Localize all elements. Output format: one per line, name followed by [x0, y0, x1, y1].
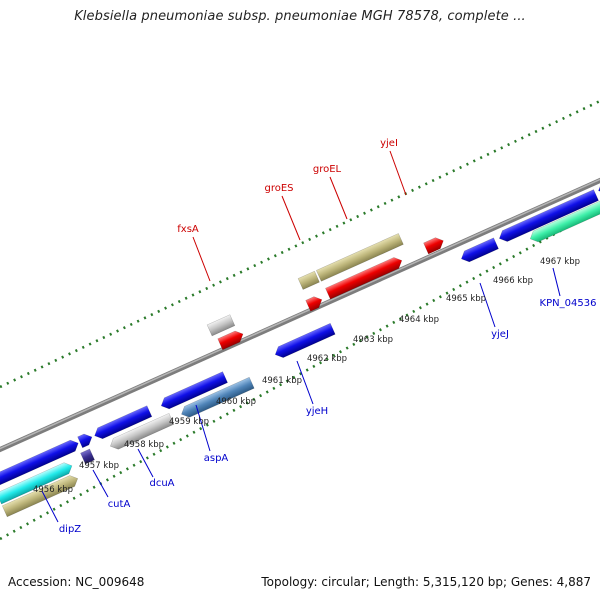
- kbp-tick-label: 4962 kbp: [307, 354, 347, 364]
- label-groEL-line: [330, 177, 347, 219]
- label-yjeJ: yjeJ: [491, 329, 509, 340]
- kbp-tick-label: 4956 kbp: [33, 485, 73, 495]
- label-yjeI: yjeI: [380, 138, 398, 149]
- genome-backbone: [0, 176, 600, 454]
- kbp-scale: 4956 kbp 4957 kbp 4958 kbp 4959 kbp 4960 kbp…: [33, 257, 580, 495]
- label-cutA-line: [93, 470, 108, 497]
- label-fxsA-line: [193, 237, 210, 281]
- label-groEL: groEL: [313, 164, 342, 175]
- kbp-tick-label: 4965 kbp: [446, 294, 486, 304]
- label-groES-line: [282, 196, 300, 240]
- genome-summary-text: Topology: circular; Length: 5,315,120 bp…: [261, 575, 591, 589]
- label-dipZ: dipZ: [59, 524, 81, 535]
- label-dcuA-line: [138, 449, 153, 477]
- label-yjeH: yjeH: [306, 406, 328, 417]
- kbp-tick-label: 4963 kbp: [353, 335, 393, 345]
- label-cutA: cutA: [108, 499, 131, 510]
- label-aspA: aspA: [204, 453, 229, 464]
- kbp-tick-label: 4967 kbp: [540, 257, 580, 267]
- kbp-tick-label: 4966 kbp: [493, 276, 533, 286]
- gene-groES: [298, 271, 319, 289]
- genome-map: fxsA groES groEL yjeI dipZ cutA dcuA aspA yjeH yj…: [0, 0, 600, 600]
- bottom-tick-row: [0, 209, 600, 539]
- kbp-tick-label: 4960 kbp: [216, 397, 256, 407]
- kbp-tick-label: 4959 kbp: [169, 417, 209, 427]
- kbp-tick-label: 4957 kbp: [79, 461, 119, 471]
- kbp-tick-label: 4961 kbp: [262, 376, 302, 386]
- label-yjeI-line: [390, 151, 406, 195]
- kbp-tick-label: 4958 kbp: [124, 440, 164, 450]
- label-aspA-line: [196, 405, 210, 451]
- gene-edge-blue: [596, 174, 600, 196]
- label-yjeJ-line: [480, 283, 495, 327]
- label-dcuA: dcuA: [149, 478, 174, 489]
- label-groES: groES: [264, 183, 293, 194]
- accession-text: Accession: NC_009648: [8, 575, 144, 589]
- label-fxsA: fxsA: [177, 224, 199, 235]
- kbp-tick-label: 4964 kbp: [399, 315, 439, 325]
- gene-blue-small: [78, 432, 95, 448]
- label-KPN_04536-line: [553, 268, 560, 296]
- label-KPN_04536: KPN_04536: [540, 298, 597, 309]
- gene-fxsA: [207, 315, 235, 336]
